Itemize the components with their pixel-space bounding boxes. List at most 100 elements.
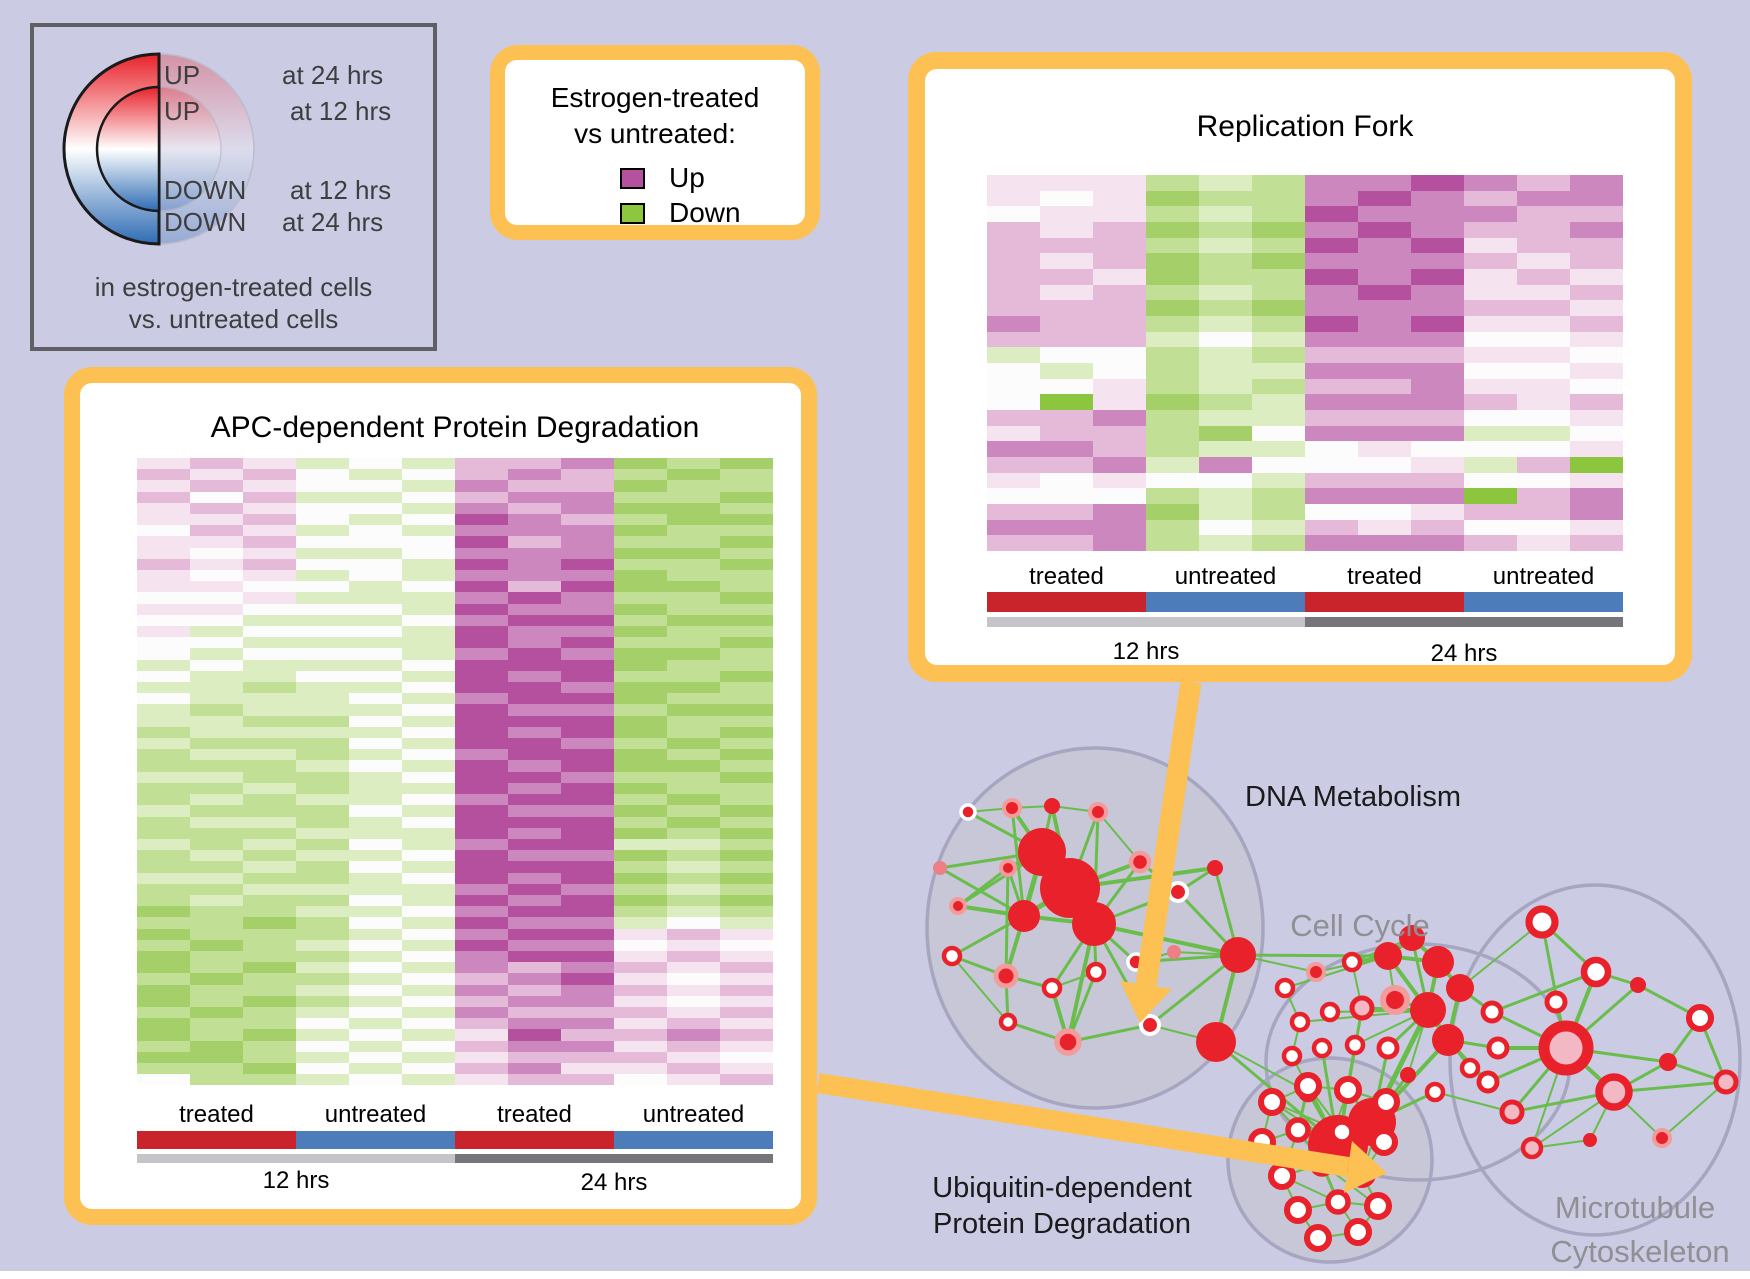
heatmap-cell [508, 850, 561, 862]
heatmap-cell [1464, 519, 1517, 536]
heatmap-cell [455, 827, 508, 839]
heatmap-cell [720, 558, 773, 571]
heatmap-cell [1040, 488, 1093, 505]
heatmap-cell [243, 805, 296, 817]
heatmap-cell [349, 861, 402, 873]
heatmap-cell [296, 558, 349, 571]
heatmap-cell [614, 894, 667, 907]
heatmap-cell [720, 872, 773, 884]
heatmap-cell [1040, 331, 1093, 348]
heatmap-cell [402, 536, 455, 548]
heatmap-cell [720, 827, 773, 839]
gene-node [999, 859, 1017, 877]
heatmap-cell [614, 659, 667, 671]
heatmap-cell [1199, 410, 1252, 426]
heatmap-cell [987, 190, 1040, 207]
heatmap-cell [455, 525, 508, 537]
heatmap-row [987, 206, 1623, 223]
heatmap-cell [349, 648, 402, 660]
heatmap-cell [402, 502, 455, 515]
heatmap-cell [561, 626, 614, 638]
heatmap-cell [561, 614, 614, 627]
heatmap-cell [137, 883, 190, 895]
heatmap-cell [1199, 472, 1252, 489]
heatmap-cell [614, 782, 667, 795]
heatmap-cell [455, 906, 508, 918]
gene-node [1329, 1119, 1355, 1145]
heatmap-cell [296, 1040, 349, 1052]
heatmap-cell [720, 1051, 773, 1063]
heatmap-cell [720, 659, 773, 671]
heatmap-cell [190, 794, 243, 806]
heatmap-cell [561, 1006, 614, 1019]
gene-node [1167, 945, 1181, 959]
network-edge [1434, 1091, 1513, 1113]
heatmap-cell [667, 1040, 720, 1052]
heatmap-cell [1252, 378, 1305, 395]
heatmap-cell [402, 771, 455, 783]
heatmap-cell [720, 760, 773, 772]
heatmap-cell [667, 771, 720, 783]
heatmap-cell [402, 547, 455, 559]
heatmap-row [137, 894, 773, 907]
heatmap-cell [1252, 331, 1305, 348]
heatmap-cell [1464, 363, 1517, 379]
heatmap-cell [455, 480, 508, 492]
heatmap-cell [296, 480, 349, 492]
heatmap-cell [296, 458, 349, 470]
heatmap-cell [455, 682, 508, 694]
heatmap-cell [1411, 363, 1464, 379]
heatmap-cell [1570, 190, 1623, 207]
heatmap-cell [508, 861, 561, 873]
heatmap-cell [1252, 363, 1305, 379]
heatmap-cell [137, 782, 190, 795]
arrow-stem-replication-fork-to-dna [1135, 680, 1202, 987]
heatmap-cell [243, 693, 296, 705]
heatmap-cell [296, 827, 349, 839]
heatmap-cell [1358, 519, 1411, 536]
heatmap-cell [667, 726, 720, 739]
heatmap-cell [561, 1062, 614, 1075]
heatmap-cell [402, 581, 455, 593]
heatmap-cell [1040, 394, 1093, 411]
heatmap-cell [137, 581, 190, 593]
heatmap-cell [455, 850, 508, 862]
heatmap-cell [561, 469, 614, 481]
heatmap-cell [455, 603, 508, 615]
heatmap-cell [349, 603, 402, 615]
heatmap-cell [296, 491, 349, 503]
gene-node [1306, 962, 1326, 982]
heatmap-cell [561, 648, 614, 660]
heatmap-cell [1358, 190, 1411, 207]
hrs24-bar [455, 1154, 773, 1163]
heatmap-cell [349, 950, 402, 963]
heatmap-cell [508, 1029, 561, 1041]
heatmap-cell [296, 749, 349, 761]
heatmap-cell [190, 704, 243, 716]
heatmap-row [987, 331, 1623, 348]
heatmap-cell [1040, 300, 1093, 317]
heatmap-cell [190, 726, 243, 739]
heatmap-cell [455, 581, 508, 593]
heatmap-cell [561, 1018, 614, 1030]
down-color-swatch [620, 202, 645, 224]
heatmap-cell [1411, 504, 1464, 520]
heatmap-row [987, 300, 1623, 317]
heatmap-cell [1146, 425, 1199, 442]
heatmap-cell [1358, 472, 1411, 489]
heatmap-cell [1570, 394, 1623, 411]
heatmap-cell [1464, 331, 1517, 348]
heatmap-cell [561, 603, 614, 615]
gene-node [1525, 905, 1559, 939]
heatmap-cell [190, 738, 243, 750]
heatmap-cell [720, 469, 773, 481]
heatmap-cell [508, 782, 561, 795]
heatmap-cell [243, 659, 296, 671]
heatmap-cell [1464, 347, 1517, 364]
heatmap-cell [190, 659, 243, 671]
heatmap-cell [243, 760, 296, 772]
gene-node [1054, 1028, 1082, 1056]
heatmap-cell [1464, 316, 1517, 332]
heatmap-cell [349, 917, 402, 929]
heatmap-cell [720, 816, 773, 828]
